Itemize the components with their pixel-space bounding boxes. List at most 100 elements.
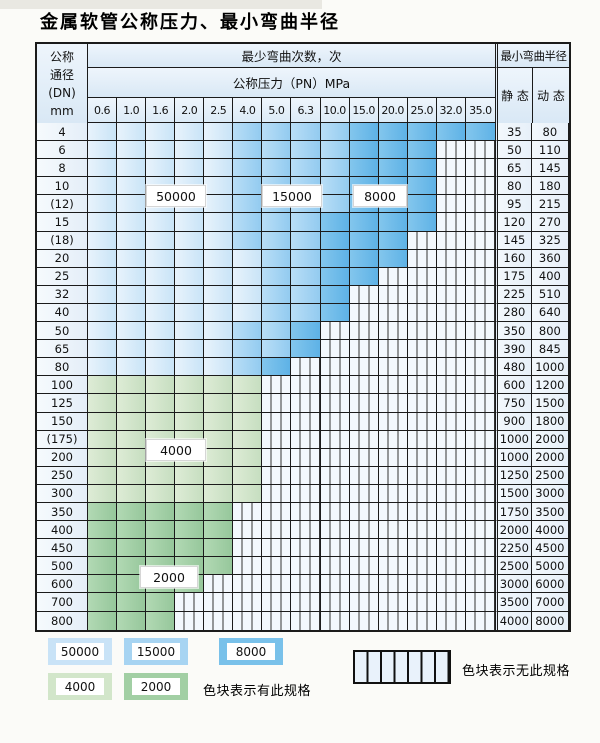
cycle-cell-no-spec (349, 303, 379, 323)
cycle-cell-no-spec (291, 466, 321, 485)
cycle-cell-no-spec (320, 502, 350, 522)
cycle-cell-2000 (88, 575, 118, 594)
cycle-cell-no-spec (436, 159, 466, 178)
static-radius-value: 95 (494, 195, 532, 214)
cycle-cell-8000 (349, 123, 379, 142)
cycle-cell-no-spec (407, 521, 437, 540)
row-label-dn: 65 (37, 340, 88, 359)
cycle-cell-no-spec (436, 249, 466, 268)
dynamic-radius-value: 2000 (531, 430, 569, 449)
cycle-cell-no-spec (465, 521, 495, 540)
legend-no-spec-text: 色块表示无此规格 (462, 664, 571, 679)
dynamic-radius-value: 5000 (531, 557, 569, 576)
static-radius-value: 120 (494, 213, 532, 232)
cycle-cell-8000 (378, 141, 408, 160)
cycle-cell-no-spec (378, 303, 408, 323)
cycle-cell-no-spec (320, 557, 350, 576)
cycle-cell-2000 (204, 521, 234, 540)
cycle-cell-no-spec (378, 466, 408, 485)
cycle-cell-no-spec (175, 611, 205, 630)
cycle-cell-8000 (320, 267, 350, 286)
table-row: 6 50 110 (37, 141, 569, 160)
row-label-dn: 250 (37, 466, 88, 485)
row-label-dn: 6 (37, 141, 88, 160)
table-row: 4 35 80 (37, 123, 569, 142)
page-title: 金属软管公称压力、最小弯曲半径 (40, 12, 340, 33)
cycle-cell-50000 (117, 141, 147, 160)
cycle-cell-no-spec (378, 340, 408, 359)
cycle-cell-8000 (378, 159, 408, 178)
static-radius-value: 4000 (494, 611, 532, 630)
cycle-cell-4000 (204, 376, 234, 395)
table-row: 500 2500 5000 (37, 557, 569, 576)
dynamic-radius-value: 6000 (531, 575, 569, 594)
table-row: 15 120 270 (37, 213, 569, 232)
cycle-cell-no-spec (320, 593, 350, 612)
cycle-cell-50000 (175, 340, 205, 359)
pressure-column-label: 2.0 (175, 98, 205, 123)
cycle-cell-no-spec (320, 448, 350, 467)
pressure-column-label: 1.6 (146, 98, 176, 123)
cycle-cell-15000 (262, 141, 292, 160)
corner-header-line: 公称 (49, 49, 74, 64)
cycle-cell-no-spec (436, 177, 466, 196)
cycle-cell-50000 (204, 213, 234, 232)
cycle-cell-4000 (233, 484, 263, 503)
dynamic-radius-value: 215 (531, 195, 569, 214)
cycle-cell-no-spec (320, 376, 350, 395)
cycle-cell-50000 (88, 231, 118, 250)
cycle-cell-no-spec (465, 195, 495, 214)
cycle-cell-15000 (320, 123, 350, 142)
row-label-dn: 4 (37, 123, 88, 142)
cycle-cell-no-spec (349, 340, 379, 359)
cycle-cell-no-spec (436, 358, 466, 377)
min-bend-radius-header: 最小弯曲半径 (495, 44, 569, 68)
dynamic-radius-value: 845 (531, 340, 569, 359)
static-radius-value: 350 (494, 322, 532, 341)
table-row: 40 280 640 (37, 303, 569, 323)
cycle-cell-15000 (262, 213, 292, 232)
cycle-cell-no-spec (349, 430, 379, 449)
table-row: 25 175 400 (37, 267, 569, 286)
static-radius-value: 2000 (494, 521, 532, 540)
cycle-cell-no-spec (407, 593, 437, 612)
cycle-cell-50000 (88, 195, 118, 214)
cycle-cell-50000 (175, 213, 205, 232)
cycle-cell-2000 (117, 611, 147, 630)
cycle-cell-4000 (175, 376, 205, 395)
cycle-cell-50000 (117, 249, 147, 268)
corner-header-dn: 公称 通径 (DN) mm (37, 44, 88, 123)
cycle-cell-no-spec (378, 322, 408, 341)
cycle-cell-4000 (204, 412, 234, 431)
cycle-cell-4000 (175, 466, 205, 485)
cycle-cell-no-spec (349, 484, 379, 503)
cycle-cell-no-spec (349, 521, 379, 540)
static-radius-value: 2250 (494, 539, 532, 558)
cycle-cell-50000 (146, 285, 176, 304)
cycle-cell-no-spec (262, 557, 292, 576)
row-label-dn: 500 (37, 557, 88, 576)
cycle-cell-no-spec (465, 340, 495, 359)
cycle-cell-no-spec (465, 141, 495, 160)
cycle-cell-no-spec (320, 484, 350, 503)
cycle-cell-no-spec (436, 575, 466, 594)
legend-chip-label: 2000 (132, 678, 180, 695)
cycle-cell-no-spec (233, 611, 263, 630)
dynamic-radius-value: 400 (531, 267, 569, 286)
cycle-cell-15000 (233, 322, 263, 341)
corner-header-line: (DN) (48, 85, 76, 100)
cycle-cell-50000 (117, 303, 147, 323)
cycle-cell-2000 (88, 611, 118, 630)
cycle-cell-4000 (146, 394, 176, 413)
cycle-cell-no-spec (349, 575, 379, 594)
cycle-cell-no-spec (262, 412, 292, 431)
cycle-cell-8000 (262, 358, 292, 377)
cycle-cell-no-spec (349, 502, 379, 522)
cycle-cell-no-spec (465, 394, 495, 413)
cycle-cell-50000 (233, 285, 263, 304)
cycle-cell-no-spec (407, 466, 437, 485)
legend-chip-2000: 2000 (124, 673, 188, 700)
cycle-cell-4000 (117, 484, 147, 503)
static-radius-value: 145 (494, 231, 532, 250)
spec-table: 公称 通径 (DN) mm 最少弯曲次数，次 最小弯曲半径 公称压力（PN）MPa 静… (35, 42, 571, 632)
